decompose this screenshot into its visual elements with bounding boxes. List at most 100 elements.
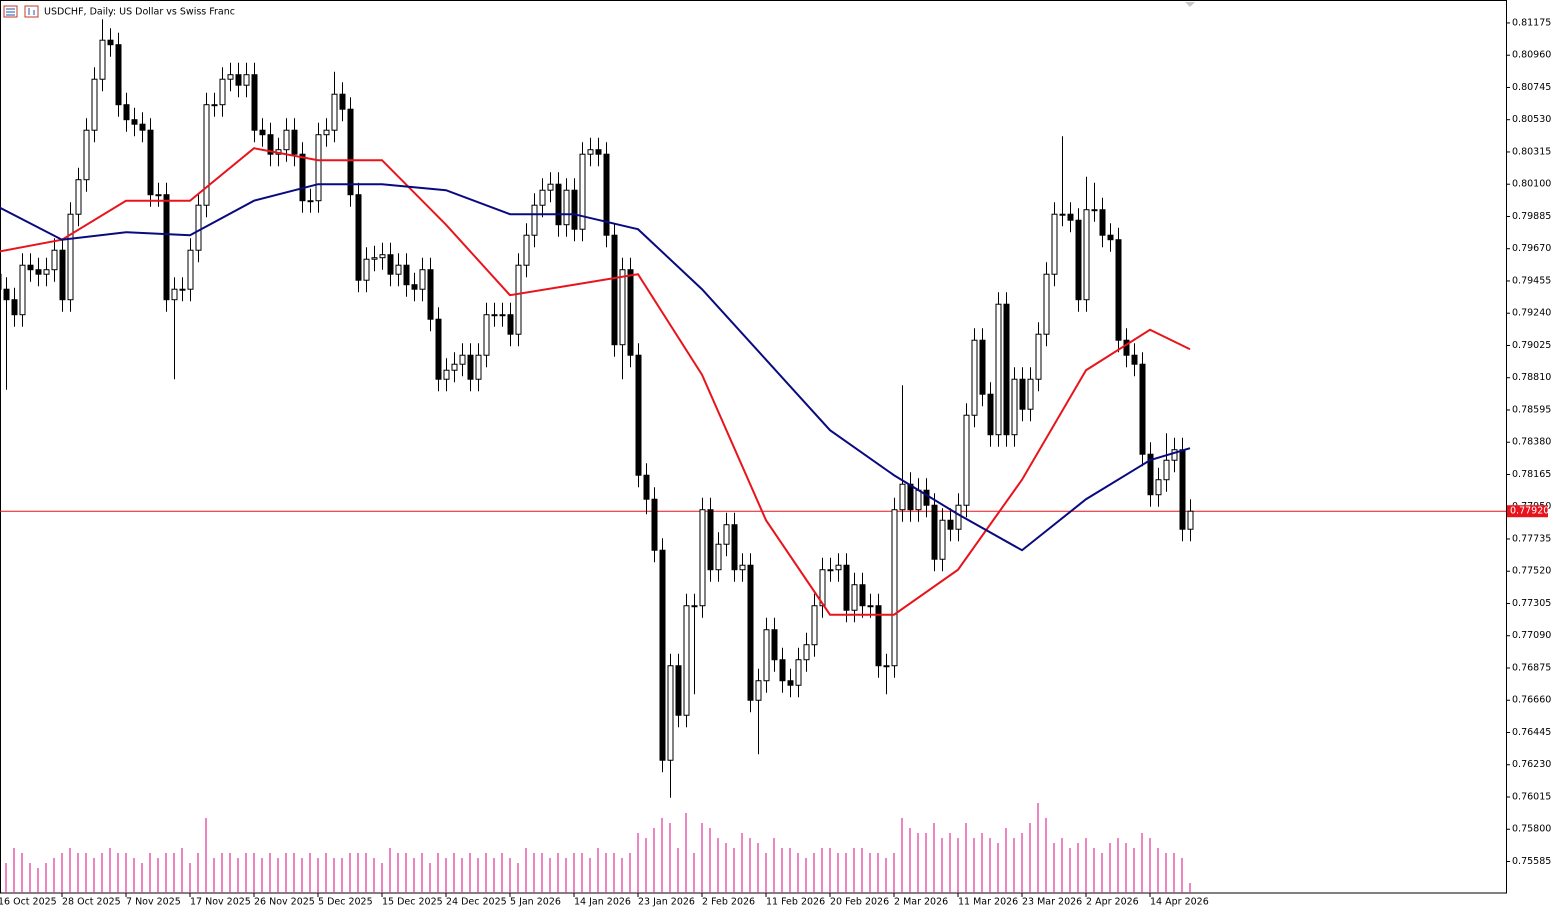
- candle-body: [315, 134, 322, 202]
- candle-body: [307, 200, 314, 203]
- price-label: 0.77920: [1510, 506, 1549, 517]
- candle-body: [3, 288, 10, 301]
- candle-body: [907, 483, 914, 511]
- chart-title: USDCHF, Daily: US Dollar vs Swiss Franc: [44, 7, 235, 18]
- candle-body: [355, 194, 362, 281]
- candle-body: [1123, 339, 1130, 356]
- candle-body: [923, 489, 930, 506]
- candle-body: [619, 269, 626, 346]
- candle-body: [51, 249, 58, 271]
- moving-average-line: [0, 147, 1191, 616]
- candle-body: [803, 644, 810, 661]
- candle-body: [1163, 459, 1170, 481]
- y-tick-label: 0.76875: [1512, 662, 1551, 673]
- candle-body: [571, 189, 578, 230]
- candle-body: [731, 524, 738, 571]
- candle-body: [483, 314, 490, 356]
- candle-body: [659, 549, 666, 761]
- chart-icons: [3, 5, 39, 18]
- y-tick-label: 0.76230: [1512, 759, 1551, 770]
- candle-body: [147, 129, 154, 196]
- candle-body: [899, 483, 906, 511]
- candle-body: [643, 474, 650, 500]
- candle-body: [115, 44, 122, 106]
- x-tick-label: 17 Nov 2025: [190, 897, 251, 908]
- candle-body: [891, 509, 898, 667]
- y-tick-label: 0.76445: [1512, 727, 1551, 738]
- candle-body: [403, 264, 410, 286]
- chart-icon[interactable]: [24, 5, 39, 18]
- candle-body: [35, 269, 42, 275]
- candle-body: [1179, 449, 1186, 530]
- candle-body: [1051, 213, 1058, 275]
- candle-body: [763, 629, 770, 682]
- candle-body: [939, 519, 946, 560]
- candle-body: [787, 680, 794, 686]
- candle-body: [43, 269, 50, 275]
- x-tick-label: 5 Jan 2026: [510, 897, 561, 908]
- candle-body: [163, 194, 170, 301]
- candle-body: [227, 74, 234, 80]
- candle-body: [411, 284, 418, 290]
- moving-average-line: [0, 183, 1191, 552]
- candle-body: [1003, 303, 1010, 436]
- candle-body: [507, 314, 514, 335]
- x-tick-label: 20 Feb 2026: [830, 897, 889, 908]
- candle-body: [1027, 378, 1034, 410]
- candle-body: [971, 339, 978, 416]
- shift-marker: [1185, 2, 1195, 7]
- x-tick-label: 11 Feb 2026: [766, 897, 825, 908]
- candle-body: [811, 605, 818, 646]
- candle-body: [1083, 209, 1090, 301]
- candle-body: [83, 129, 90, 181]
- candle-body: [747, 564, 754, 701]
- y-tick-label: 0.80960: [1512, 50, 1551, 61]
- x-tick-label: 26 Nov 2025: [254, 897, 315, 908]
- candle-body: [1011, 378, 1018, 436]
- candle-body: [1139, 363, 1146, 455]
- candle-body: [131, 119, 138, 125]
- x-tick-label: 2 Apr 2026: [1086, 897, 1139, 908]
- candle-body: [155, 194, 162, 197]
- candle-body: [1171, 449, 1178, 461]
- candle-body: [595, 149, 602, 155]
- candle-body: [299, 153, 306, 202]
- y-tick-label: 0.79670: [1512, 243, 1551, 254]
- candle-body: [1107, 234, 1114, 241]
- candle-body: [995, 303, 1002, 436]
- candle-body: [347, 108, 354, 196]
- candle-body: [715, 543, 722, 571]
- candle-body: [283, 129, 290, 151]
- candle-body: [979, 339, 986, 395]
- candle-body: [835, 564, 842, 571]
- candle-body: [323, 129, 330, 136]
- candle-body: [59, 249, 66, 301]
- candle-body: [691, 605, 698, 608]
- candle-body: [67, 213, 74, 301]
- y-tick-label: 0.75800: [1512, 824, 1551, 835]
- candle-body: [827, 569, 834, 572]
- candle-body: [419, 269, 426, 290]
- y-tick-label: 0.77305: [1512, 598, 1551, 609]
- candle-body: [707, 509, 714, 571]
- candle-body: [915, 489, 922, 511]
- candle-body: [1131, 354, 1138, 365]
- candle-body: [1035, 333, 1042, 380]
- y-tick-label: 0.80100: [1512, 179, 1551, 190]
- x-tick-label: 16 Oct 2025: [0, 897, 57, 908]
- candle-body: [771, 629, 778, 661]
- candle-body: [611, 234, 618, 346]
- candle-body: [523, 234, 530, 266]
- candle-body: [1115, 239, 1122, 341]
- candle-body: [867, 605, 874, 608]
- candle-body: [219, 78, 226, 106]
- candle-body: [123, 104, 130, 121]
- candle-body: [251, 74, 258, 131]
- y-tick-label: 0.80530: [1512, 114, 1551, 125]
- y-tick-label: 0.77090: [1512, 630, 1551, 641]
- candle-body: [19, 264, 26, 316]
- y-tick-label: 0.80315: [1512, 146, 1551, 157]
- candle-body: [491, 314, 498, 317]
- x-tick-label: 23 Mar 2026: [1022, 897, 1082, 908]
- candle-body: [339, 93, 346, 110]
